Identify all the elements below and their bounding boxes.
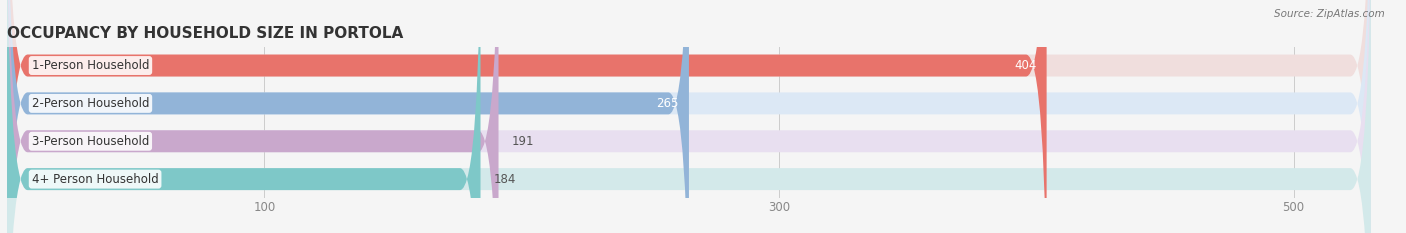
Text: 2-Person Household: 2-Person Household	[32, 97, 149, 110]
FancyBboxPatch shape	[7, 0, 481, 233]
Text: OCCUPANCY BY HOUSEHOLD SIZE IN PORTOLA: OCCUPANCY BY HOUSEHOLD SIZE IN PORTOLA	[7, 26, 404, 41]
Text: 184: 184	[494, 173, 516, 186]
FancyBboxPatch shape	[7, 0, 1371, 233]
Text: 191: 191	[512, 135, 534, 148]
Text: Source: ZipAtlas.com: Source: ZipAtlas.com	[1274, 9, 1385, 19]
FancyBboxPatch shape	[7, 0, 1371, 233]
Text: 265: 265	[657, 97, 679, 110]
Text: 4+ Person Household: 4+ Person Household	[32, 173, 159, 186]
FancyBboxPatch shape	[7, 0, 1371, 233]
Text: 3-Person Household: 3-Person Household	[32, 135, 149, 148]
FancyBboxPatch shape	[7, 0, 499, 233]
FancyBboxPatch shape	[7, 0, 1046, 233]
Text: 1-Person Household: 1-Person Household	[32, 59, 149, 72]
FancyBboxPatch shape	[7, 0, 1371, 233]
FancyBboxPatch shape	[7, 0, 689, 233]
Text: 404: 404	[1014, 59, 1036, 72]
